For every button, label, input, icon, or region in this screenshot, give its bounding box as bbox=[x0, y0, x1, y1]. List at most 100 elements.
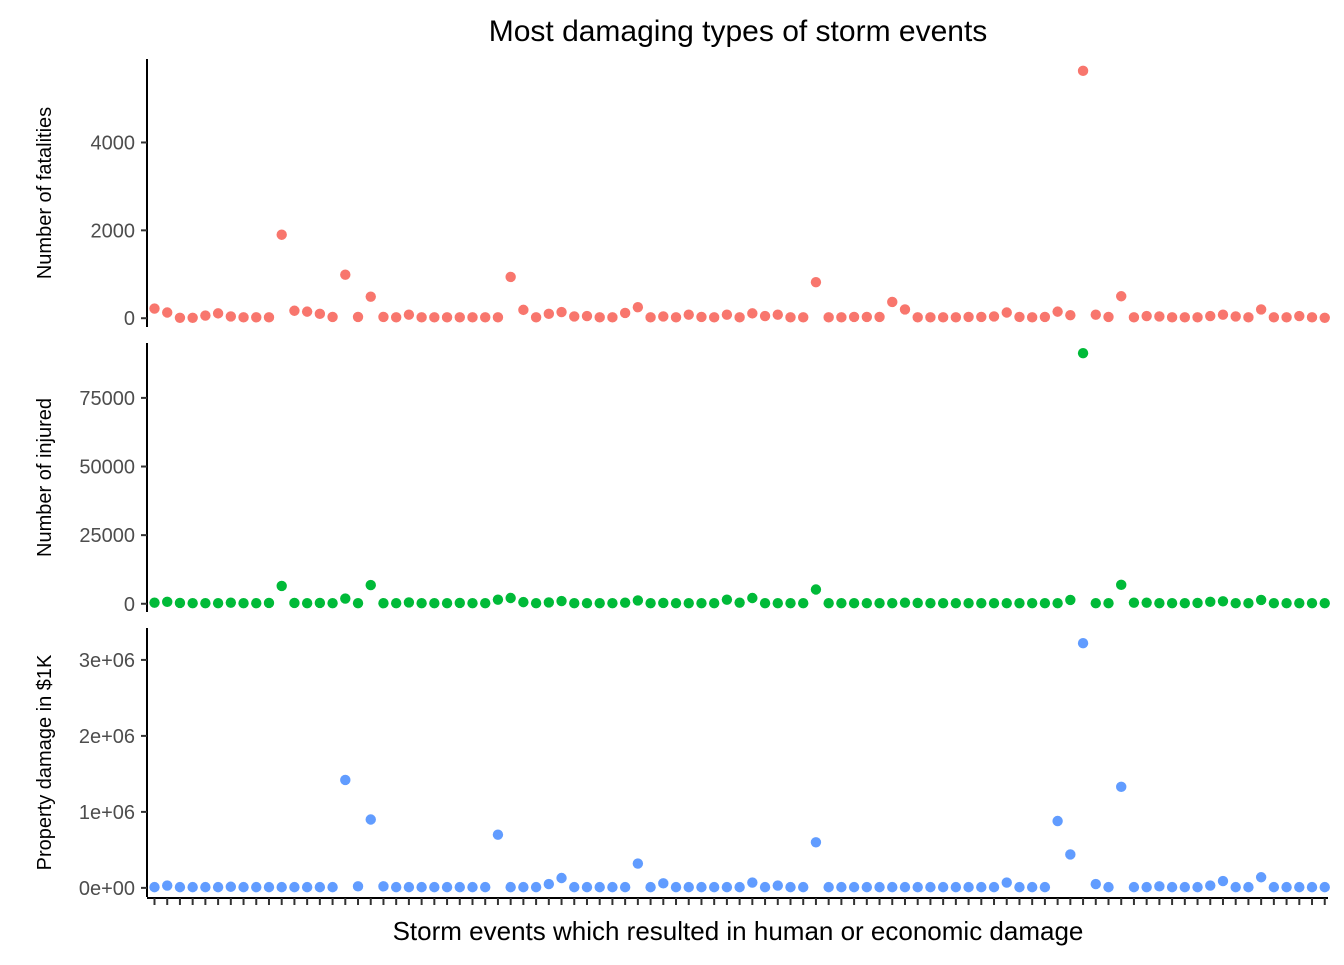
panel-property_damage: 0e+00 1e+06 2e+06 3e+06 Property damage in $… bbox=[34, 628, 1330, 900]
point-injured bbox=[1217, 596, 1229, 607]
point-property_damage bbox=[480, 881, 491, 893]
point-property_damage bbox=[1116, 781, 1127, 793]
point-property_damage bbox=[1268, 881, 1280, 893]
point-property_damage bbox=[607, 881, 618, 893]
point-property_damage bbox=[1090, 878, 1101, 890]
y-tick-label-property_damage: 0e+00 bbox=[79, 878, 135, 900]
point-injured bbox=[1052, 598, 1063, 609]
point-injured bbox=[556, 595, 567, 607]
point-injured bbox=[1014, 598, 1025, 609]
point-fatalities bbox=[1205, 310, 1216, 322]
point-injured bbox=[899, 597, 911, 608]
point-injured bbox=[1103, 598, 1114, 609]
point-fatalities bbox=[874, 311, 885, 323]
point-property_damage bbox=[390, 881, 402, 893]
point-fatalities bbox=[581, 310, 593, 322]
point-injured bbox=[658, 597, 669, 609]
point-property_damage bbox=[429, 881, 440, 893]
point-property_damage bbox=[721, 881, 733, 893]
point-injured bbox=[212, 598, 224, 609]
y-tick-label-injured: 75000 bbox=[79, 388, 135, 410]
point-fatalities bbox=[149, 303, 160, 314]
point-property_damage bbox=[658, 878, 669, 889]
y-tick-label-injured: 0 bbox=[124, 594, 135, 616]
point-fatalities bbox=[937, 312, 949, 323]
point-property_damage bbox=[441, 881, 453, 893]
point-injured bbox=[708, 598, 720, 609]
point-fatalities bbox=[708, 312, 720, 323]
point-injured bbox=[174, 597, 186, 609]
point-injured bbox=[976, 598, 987, 609]
point-fatalities bbox=[403, 309, 415, 320]
point-fatalities bbox=[289, 305, 300, 316]
point-fatalities bbox=[1230, 311, 1241, 322]
point-fatalities bbox=[1217, 309, 1229, 320]
point-injured bbox=[887, 598, 898, 609]
point-property_damage bbox=[734, 881, 745, 893]
point-property_damage bbox=[759, 881, 771, 893]
point-fatalities bbox=[1065, 309, 1076, 321]
point-injured bbox=[301, 598, 313, 609]
point-fatalities bbox=[594, 312, 605, 323]
point-property_damage bbox=[314, 881, 326, 893]
point-fatalities bbox=[352, 311, 364, 323]
point-property_damage bbox=[530, 881, 542, 893]
point-property_damage bbox=[887, 881, 898, 893]
point-fatalities bbox=[441, 312, 453, 323]
point-injured bbox=[785, 598, 796, 609]
point-fatalities bbox=[632, 302, 644, 313]
point-property_damage bbox=[1065, 849, 1076, 860]
point-fatalities bbox=[416, 312, 427, 323]
point-injured bbox=[632, 595, 644, 606]
point-injured bbox=[1116, 579, 1127, 591]
point-property_damage bbox=[365, 814, 376, 825]
point-property_damage bbox=[1077, 637, 1089, 649]
y-tick-label-property_damage: 1e+06 bbox=[79, 802, 135, 824]
point-property_damage bbox=[1243, 881, 1254, 893]
point-property_damage bbox=[912, 881, 923, 893]
point-property_damage bbox=[200, 881, 211, 893]
point-fatalities bbox=[683, 309, 694, 320]
point-fatalities bbox=[225, 311, 237, 322]
point-injured bbox=[607, 598, 618, 609]
point-property_damage bbox=[1179, 881, 1191, 893]
point-property_damage bbox=[632, 858, 644, 869]
point-fatalities bbox=[658, 311, 669, 322]
point-fatalities bbox=[200, 310, 211, 321]
point-injured bbox=[352, 598, 364, 609]
point-property_damage bbox=[505, 881, 516, 893]
point-injured bbox=[225, 597, 237, 608]
point-fatalities bbox=[238, 312, 249, 323]
point-injured bbox=[1128, 597, 1140, 608]
y-axis-title-injured: Number of injured bbox=[34, 398, 56, 557]
point-property_damage bbox=[174, 881, 186, 893]
point-injured bbox=[416, 598, 427, 609]
point-injured bbox=[1306, 598, 1318, 609]
point-fatalities bbox=[1141, 310, 1152, 322]
point-fatalities bbox=[670, 312, 682, 323]
point-fatalities bbox=[390, 312, 402, 323]
point-injured bbox=[1141, 597, 1152, 608]
point-property_damage bbox=[861, 881, 873, 893]
point-injured bbox=[772, 598, 783, 609]
point-fatalities bbox=[543, 308, 555, 320]
point-property_damage bbox=[301, 881, 313, 893]
point-injured bbox=[619, 597, 631, 608]
point-injured bbox=[251, 598, 262, 609]
point-injured bbox=[327, 598, 338, 609]
point-injured bbox=[454, 597, 465, 609]
point-fatalities bbox=[1243, 312, 1254, 323]
point-injured bbox=[759, 598, 771, 609]
point-property_damage bbox=[225, 881, 237, 892]
point-property_damage bbox=[569, 881, 580, 893]
point-fatalities bbox=[963, 311, 974, 323]
y-tick-label-fatalities: 4000 bbox=[91, 132, 136, 154]
point-fatalities bbox=[314, 308, 326, 320]
point-injured bbox=[530, 598, 542, 609]
y-tick-label-property_damage: 3e+06 bbox=[79, 650, 135, 672]
point-property_damage bbox=[352, 881, 364, 892]
point-property_damage bbox=[950, 881, 962, 893]
point-property_damage bbox=[785, 881, 796, 893]
point-injured bbox=[429, 598, 440, 609]
